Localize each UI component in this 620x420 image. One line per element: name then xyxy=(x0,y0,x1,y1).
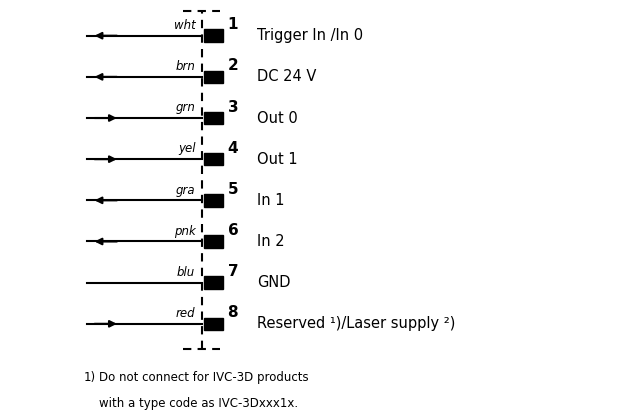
Text: GND: GND xyxy=(257,275,291,290)
Text: Out 0: Out 0 xyxy=(257,110,298,126)
Bar xyxy=(204,276,223,289)
Text: grn: grn xyxy=(175,101,195,114)
Bar xyxy=(204,235,223,248)
Text: 6: 6 xyxy=(228,223,238,238)
Text: Out 1: Out 1 xyxy=(257,152,298,167)
Text: In 1: In 1 xyxy=(257,193,285,208)
Text: brn: brn xyxy=(175,60,195,73)
Bar xyxy=(204,153,223,165)
Text: red: red xyxy=(175,307,195,320)
Text: 3: 3 xyxy=(228,100,238,115)
Text: Do not connect for IVC-3D products: Do not connect for IVC-3D products xyxy=(99,371,309,384)
Text: gra: gra xyxy=(175,184,195,197)
Bar xyxy=(204,318,223,330)
Bar xyxy=(204,194,223,207)
Text: DC 24 V: DC 24 V xyxy=(257,69,317,84)
Text: 1): 1) xyxy=(84,371,96,384)
Text: 7: 7 xyxy=(228,264,238,279)
Text: 8: 8 xyxy=(228,305,238,320)
Bar xyxy=(204,29,223,42)
Text: blu: blu xyxy=(177,266,195,279)
Text: 4: 4 xyxy=(228,141,238,156)
Text: Trigger In /In 0: Trigger In /In 0 xyxy=(257,28,363,43)
Text: with a type code as IVC-3Dxxx1x.: with a type code as IVC-3Dxxx1x. xyxy=(99,397,298,410)
Bar xyxy=(204,112,223,124)
Text: 2: 2 xyxy=(228,58,238,74)
Text: yel: yel xyxy=(178,142,195,155)
Text: In 2: In 2 xyxy=(257,234,285,249)
Text: 1: 1 xyxy=(228,17,238,32)
Text: pnk: pnk xyxy=(174,225,195,238)
Text: Reserved ¹)/Laser supply ²): Reserved ¹)/Laser supply ²) xyxy=(257,316,456,331)
Bar xyxy=(204,71,223,83)
Text: 5: 5 xyxy=(228,182,238,197)
Text: wht: wht xyxy=(174,19,195,32)
